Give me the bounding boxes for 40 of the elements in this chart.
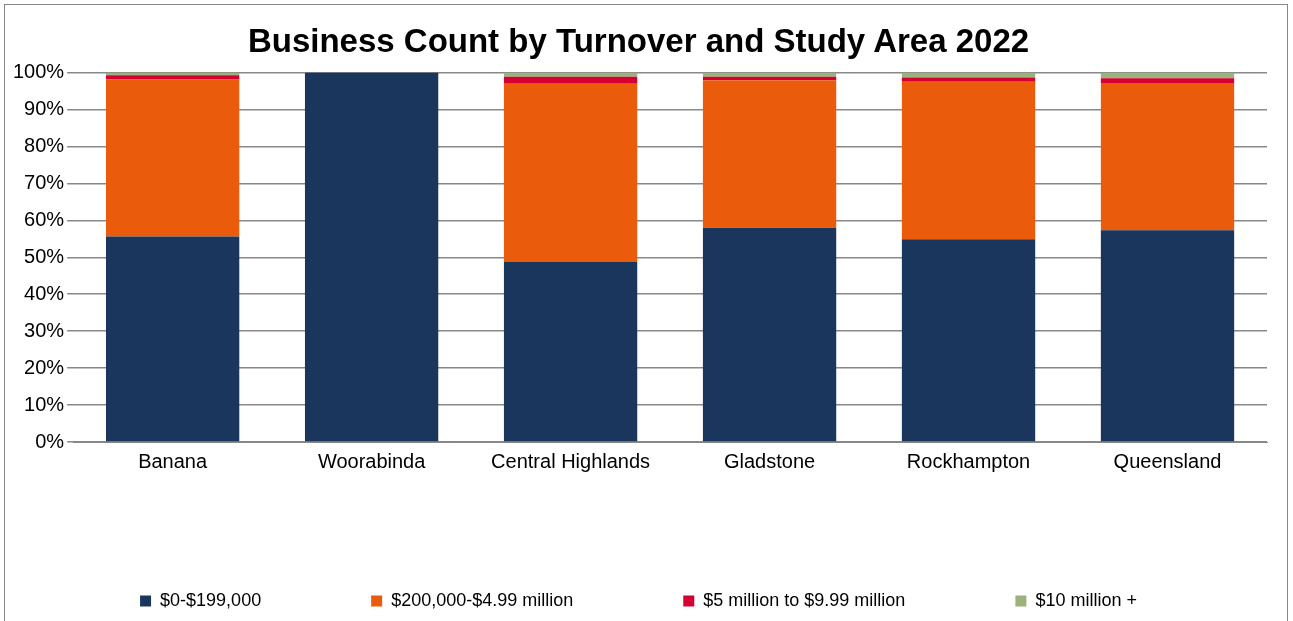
bar (1100, 230, 1235, 442)
bar (105, 75, 240, 80)
bar (1100, 82, 1235, 231)
bar (1100, 78, 1235, 83)
bar (105, 79, 240, 237)
x-tick-label: Gladstone (723, 449, 816, 472)
bar (901, 239, 1036, 442)
x-tick-label: Central Highlands (491, 449, 651, 472)
bar (901, 77, 1036, 82)
bar (1100, 72, 1235, 79)
x-tick-label: Rockhampton (906, 449, 1031, 472)
y-tick-label: 40% (24, 281, 65, 304)
y-tick-label: 60% (24, 207, 65, 230)
bar (702, 227, 837, 442)
x-tick-label: Queensland (1113, 449, 1222, 472)
y-tick-label: 30% (24, 318, 65, 341)
bar (503, 262, 638, 442)
y-tick-label: 10% (24, 392, 65, 415)
chart-title: Business Count by Turnover and Study Area 2022 (247, 21, 1030, 59)
y-tick-label: 70% (24, 170, 65, 193)
y-tick-label: 20% (24, 355, 65, 378)
bar (503, 76, 638, 84)
bar (503, 83, 638, 263)
bar (304, 72, 439, 442)
legend-label: $200,000-$4.99 million (391, 589, 574, 610)
x-tick-label: Woorabinda (317, 449, 427, 472)
legend-label: $5 million to $9.99 million (703, 589, 906, 610)
bar (503, 72, 638, 77)
y-tick-label: 90% (24, 97, 65, 120)
y-tick-label: 80% (24, 134, 65, 156)
x-tick-label: Banana (138, 449, 208, 472)
bar (901, 81, 1036, 240)
y-tick-label: 50% (24, 244, 65, 267)
bar (105, 236, 240, 442)
bar (702, 80, 837, 228)
legend-label: $0-$199,000 (160, 589, 262, 610)
bar (702, 72, 837, 77)
y-tick-label: 100% (13, 60, 65, 83)
legend-label: $10 million + (1035, 589, 1137, 610)
y-tick-label: 0% (35, 429, 65, 452)
